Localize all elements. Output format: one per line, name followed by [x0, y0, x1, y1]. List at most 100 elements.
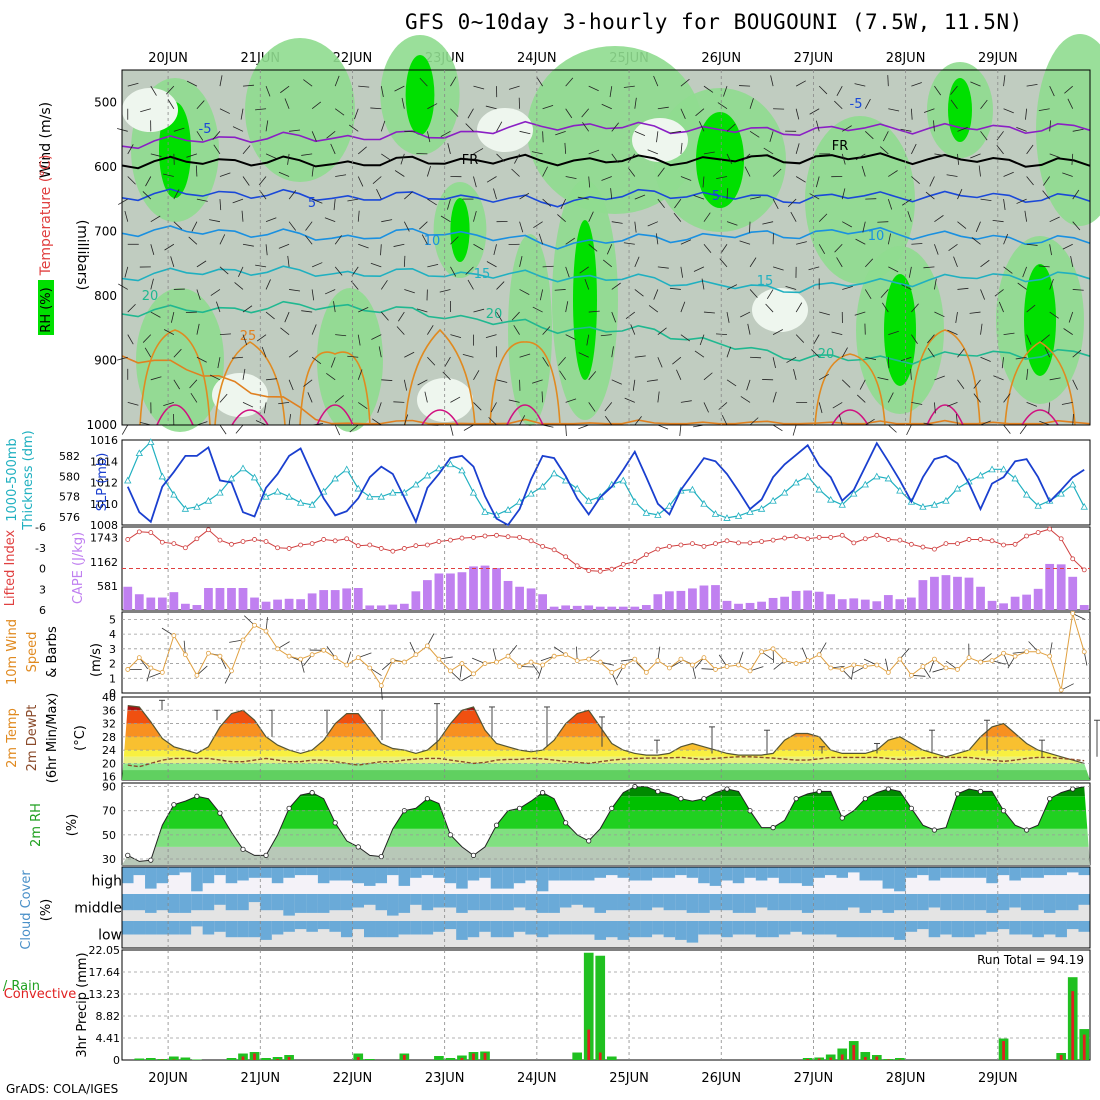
cape-bar [757, 601, 766, 610]
upper-wind-barb [929, 176, 935, 187]
wind-tick: 5 [109, 613, 116, 626]
cloud-cell-high [1055, 867, 1068, 876]
upper-wind-barb [127, 402, 139, 406]
cloud-cell-empty [963, 867, 976, 894]
upper-wind-barb [124, 266, 129, 278]
cloud-cell-empty [1020, 867, 1033, 894]
cloud-cell-empty [974, 867, 987, 894]
upper-wind-barb [209, 374, 221, 381]
cloud-cell-high [536, 867, 549, 892]
upper-wind-barb [404, 191, 413, 200]
upper-wind-barb [127, 82, 139, 87]
cloud-cell-high [986, 867, 999, 884]
upper-wind-barb [772, 329, 783, 335]
lifted-index-marker [828, 534, 834, 540]
upper-wind-barb [559, 370, 566, 381]
cloud-cell-middle [479, 894, 492, 911]
cloud-cell-middle [767, 894, 780, 911]
upper-wind-barb [980, 289, 986, 300]
upper-wind-barb [186, 153, 198, 158]
wind-speed-marker [194, 672, 200, 678]
cloud-cell-high [951, 867, 964, 878]
upper-wind-barb [582, 122, 590, 132]
wind-speed-marker [678, 656, 684, 662]
upper-wind-barb [611, 311, 617, 323]
precip-tick: 0 [113, 1054, 120, 1067]
rh-marker [263, 852, 269, 858]
rh-marker [309, 790, 315, 796]
precip-total-bar [353, 1053, 364, 1060]
lifted-index-marker [908, 541, 914, 547]
wind-speed-marker [540, 662, 546, 668]
cape-bar [411, 591, 421, 610]
upper-wind-barb [473, 176, 477, 188]
rh-dry-area [752, 288, 808, 332]
cloud-cell-empty [329, 921, 342, 948]
precip-total-bar [583, 952, 594, 1060]
upper-wind-barb [887, 75, 889, 87]
contour-label: 25 [240, 329, 257, 344]
upper-wind-barb [311, 356, 322, 365]
isotherm-FR [121, 152, 1091, 170]
upper-wind-barb [381, 379, 393, 381]
cloud-cell-empty [410, 867, 422, 894]
upper-wind-barb [765, 303, 774, 313]
rh-marker [885, 786, 891, 792]
upper-wind-barb [335, 334, 347, 337]
thickness-marker [319, 487, 328, 495]
upper-wind-barb [403, 414, 409, 426]
wind-speed-marker [966, 655, 972, 661]
upper-wind-barb [539, 289, 544, 301]
rh-moist-area [317, 288, 383, 432]
upper-wind-barb [718, 402, 728, 410]
upper-wind-barb [1003, 199, 1006, 211]
wind-speed-marker [839, 667, 845, 672]
cloud-cell-high [663, 867, 676, 878]
cape-bar [918, 580, 928, 610]
cloud-cell-empty [905, 867, 918, 894]
wind-speed-marker [125, 667, 131, 672]
upper-wind-barb [923, 108, 935, 113]
precip-total-bar [434, 1056, 444, 1060]
cape-bar [250, 597, 259, 610]
cloud-cell-middle [951, 894, 964, 911]
upper-wind-barb [887, 392, 894, 403]
cloud-cell-high [882, 867, 895, 889]
contour-label: 10 [424, 234, 441, 249]
contour-label: 15 [474, 267, 491, 282]
upper-wind-barb [906, 424, 912, 436]
cloud-cell-high [225, 867, 238, 884]
wind-speed-marker [943, 665, 949, 671]
precip-total-bar [572, 1052, 583, 1060]
cape-bar [561, 605, 571, 610]
cloud-cell-low [202, 921, 215, 935]
lifted-index-marker [309, 541, 315, 546]
thickness-marker [631, 497, 639, 505]
upper-wind-barb [519, 130, 531, 135]
cloud-cell-middle [375, 894, 388, 911]
thickness-marker [585, 496, 593, 504]
temp-tick: 32 [102, 718, 116, 731]
cape-bar [515, 586, 524, 610]
date-label-top: 24JUN [517, 51, 557, 66]
upper-wind-barb [381, 153, 391, 161]
upper-wind-barb [1049, 311, 1059, 319]
pressure-tick: 600 [94, 160, 117, 174]
credit-label: GrADS: COLA/IGES [6, 1082, 119, 1096]
cloud-cell-low [398, 921, 411, 935]
upper-wind-barb [957, 348, 965, 358]
date-label-bottom: 23JUN [425, 1071, 465, 1086]
upper-wind-barb [740, 311, 751, 318]
upper-wind-barb [653, 289, 659, 300]
upper-wind-barb [973, 393, 981, 403]
lifted-index-marker [862, 536, 868, 542]
cloud-cell-middle [686, 894, 699, 913]
temp-tick: 36 [102, 704, 116, 717]
lifted-index-marker [252, 537, 257, 542]
cloud-cell-low [490, 921, 503, 938]
rh-tick: 90 [102, 781, 116, 794]
cloud-cell-low [225, 921, 238, 938]
upper-wind-barb [150, 376, 162, 381]
cape-bar [157, 597, 167, 610]
cloud-cell-high [294, 867, 307, 876]
